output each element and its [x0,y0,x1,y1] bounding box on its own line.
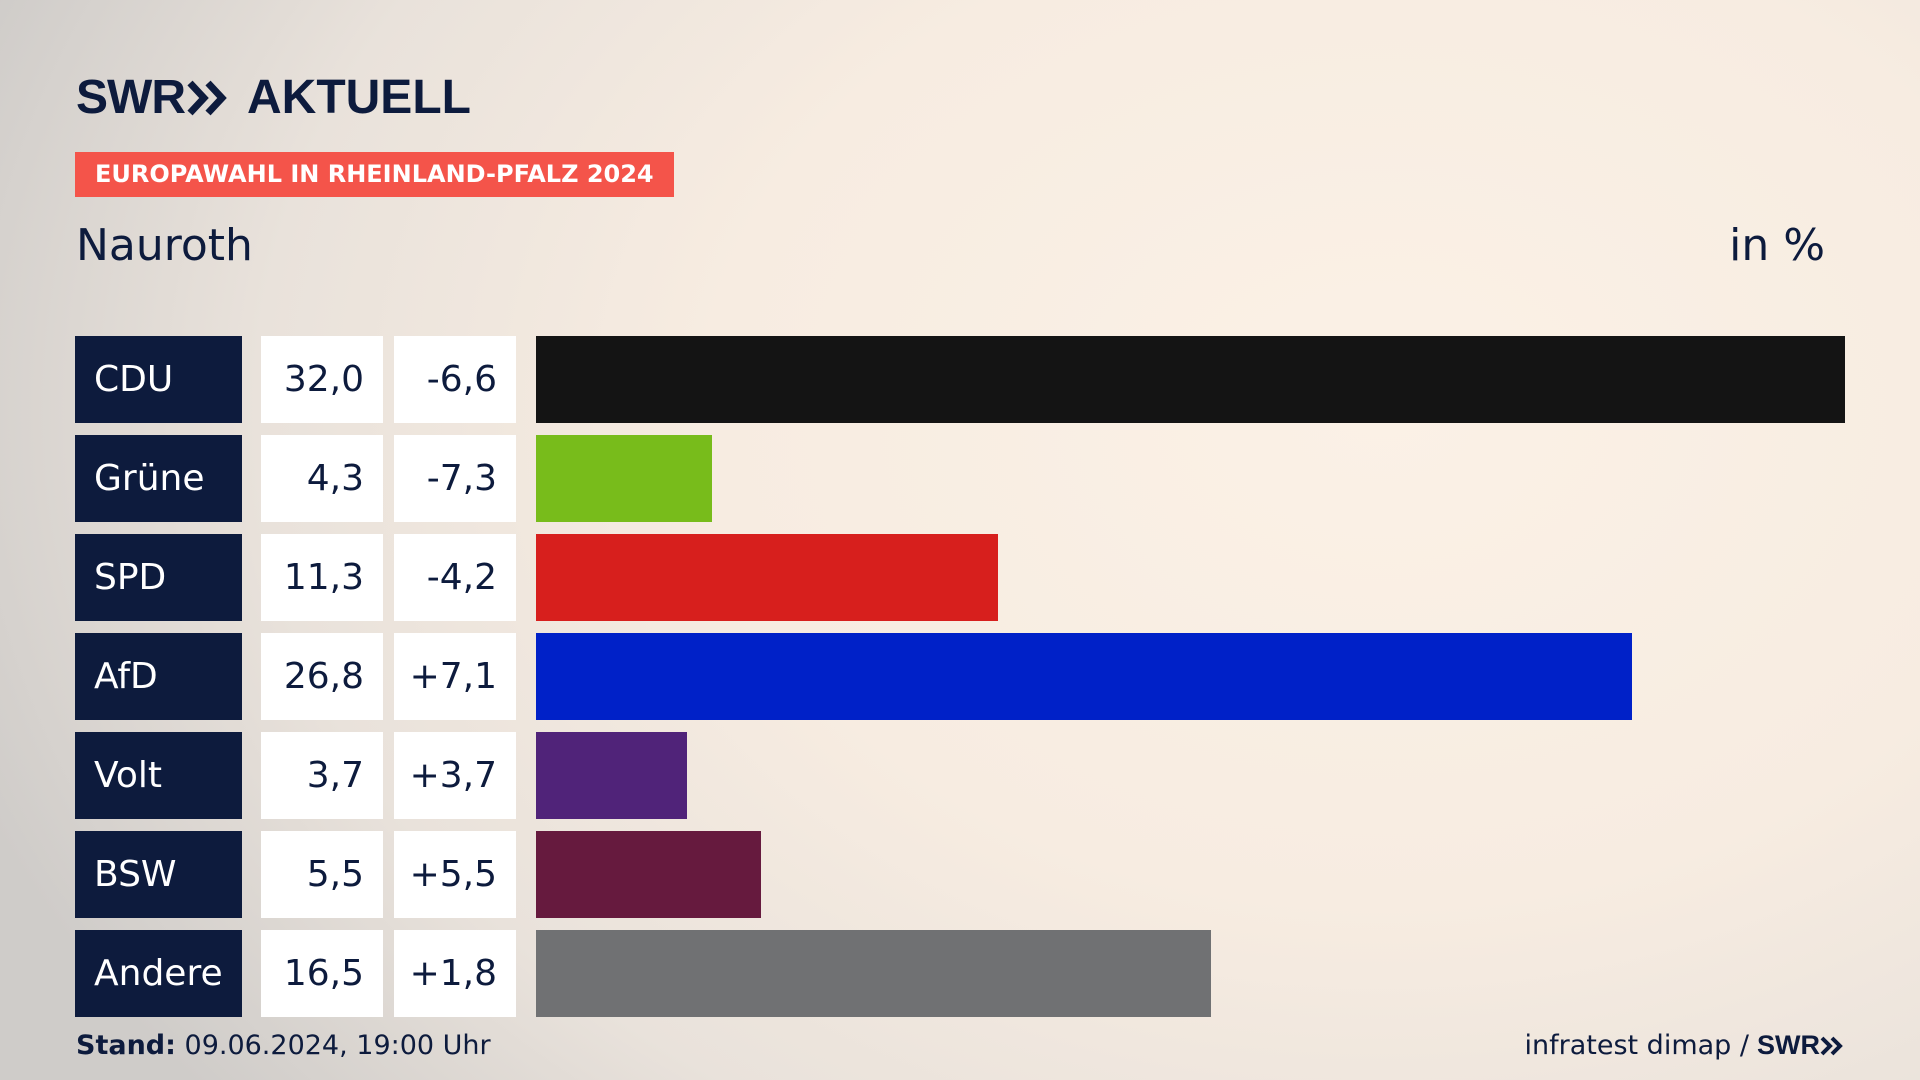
party-label: Andere [75,930,242,1017]
change-value: +7,1 [394,633,516,720]
vote-share-bar [536,435,712,522]
vote-share-value: 11,3 [261,534,383,621]
source-text: infratest dimap / [1524,1030,1749,1061]
source-credit: infratest dimap / SWR [1524,1030,1844,1061]
party-label: SPD [75,534,242,621]
election-banner: EUROPAWAHL IN RHEINLAND-PFALZ 2024 [75,152,674,197]
vote-share-bar [536,336,1845,423]
vote-share-value: 3,7 [261,732,383,819]
change-value: -6,6 [394,336,516,423]
vote-share-bar [536,732,687,819]
party-label: BSW [75,831,242,918]
stand-label: Stand: [76,1030,176,1061]
swr-logo: SWR [76,70,229,125]
vote-share-value: 16,5 [261,930,383,1017]
swr-footer-logo: SWR [1757,1030,1844,1061]
vote-share-value: 26,8 [261,633,383,720]
party-label: Volt [75,732,242,819]
party-label: CDU [75,336,242,423]
change-value: -4,2 [394,534,516,621]
double-chevron-small-icon [1820,1036,1843,1055]
place-title: Nauroth [76,220,253,271]
party-label: AfD [75,633,242,720]
vote-share-value: 5,5 [261,831,383,918]
aktuell-logo-text: AKTUELL [246,71,471,124]
vote-share-bar [536,930,1211,1017]
double-chevron-icon [187,80,227,115]
vote-share-bar [536,831,761,918]
vote-share-value: 32,0 [261,336,383,423]
unit-label: in % [1729,220,1825,271]
swr-aktuell-logo: SWR AKTUELL [76,70,471,125]
party-label: Grüne [75,435,242,522]
stand-value: 09.06.2024, 19:00 Uhr [184,1030,491,1061]
vote-share-value: 4,3 [261,435,383,522]
vote-share-bar [536,633,1632,720]
change-value: +5,5 [394,831,516,918]
change-value: +1,8 [394,930,516,1017]
swr-logo-text: SWR [76,71,186,124]
vote-share-bar [536,534,998,621]
swr-footer-text: SWR [1757,1030,1820,1060]
change-value: -7,3 [394,435,516,522]
change-value: +3,7 [394,732,516,819]
stand-timestamp: Stand: 09.06.2024, 19:00 Uhr [76,1030,491,1061]
